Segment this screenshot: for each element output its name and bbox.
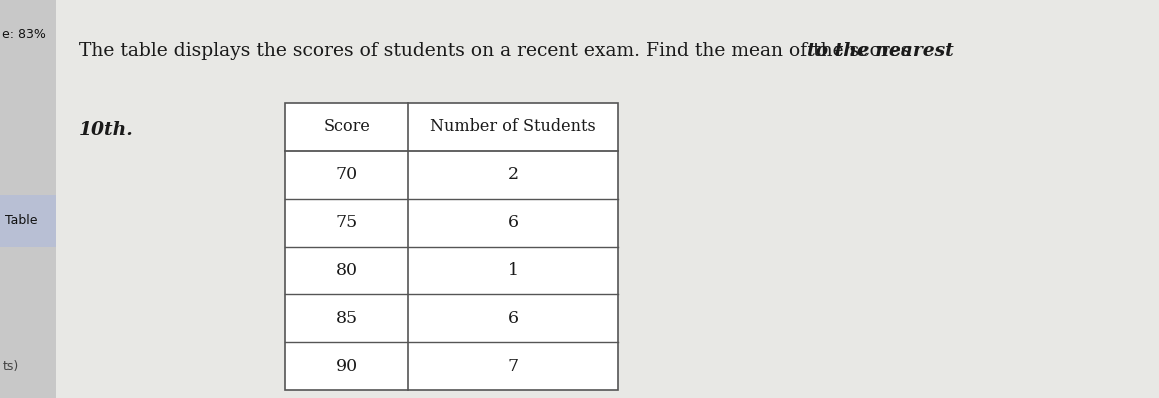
Text: ts): ts) bbox=[2, 360, 19, 373]
Text: 70: 70 bbox=[336, 166, 358, 183]
Text: to the nearest: to the nearest bbox=[807, 42, 954, 60]
Text: 2: 2 bbox=[508, 166, 519, 183]
Text: Number of Students: Number of Students bbox=[430, 119, 596, 135]
Text: Table: Table bbox=[5, 215, 37, 227]
Text: e: 83%: e: 83% bbox=[2, 28, 46, 41]
Text: 85: 85 bbox=[336, 310, 358, 327]
Text: 75: 75 bbox=[335, 214, 358, 231]
Text: Score: Score bbox=[323, 119, 370, 135]
Text: 10th.: 10th. bbox=[79, 121, 133, 139]
Text: 7: 7 bbox=[508, 357, 519, 375]
Text: 6: 6 bbox=[508, 214, 518, 231]
Text: 6: 6 bbox=[508, 310, 518, 327]
Text: 90: 90 bbox=[336, 357, 358, 375]
Text: The table displays the scores of students on a recent exam. Find the mean of the: The table displays the scores of student… bbox=[79, 42, 916, 60]
Text: 1: 1 bbox=[508, 262, 518, 279]
Text: 80: 80 bbox=[336, 262, 358, 279]
